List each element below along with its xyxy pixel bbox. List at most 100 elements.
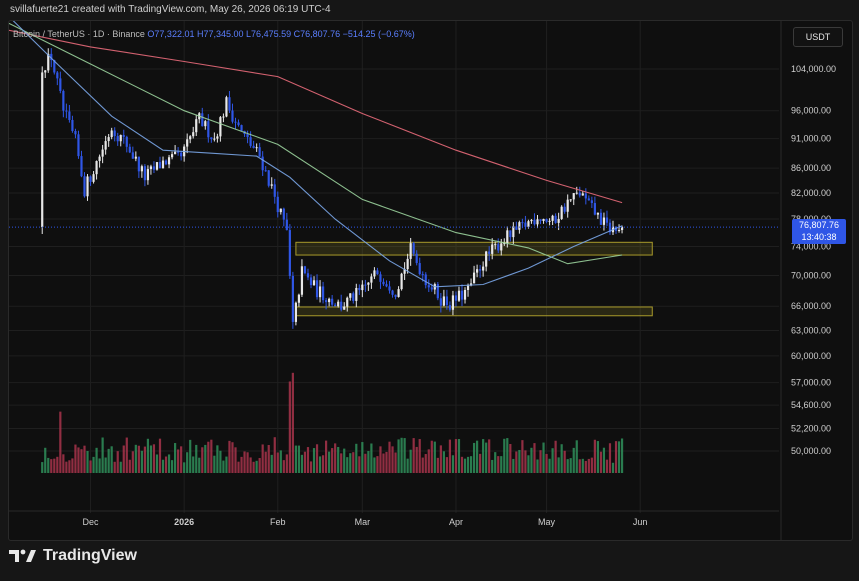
candle-body bbox=[240, 125, 243, 131]
volume-bar bbox=[255, 460, 258, 473]
candle-body bbox=[164, 160, 168, 165]
candle-body bbox=[472, 272, 476, 284]
volume-bar bbox=[421, 457, 424, 473]
chart-panel[interactable]: 104,000.00 96,000.00 91,000.00 86,000.00 82,… bbox=[8, 20, 853, 541]
candle-body bbox=[533, 219, 536, 225]
last-price-tag: 76,807.76 13:40:38 bbox=[792, 219, 846, 244]
volume-bar bbox=[542, 442, 545, 473]
candle-body bbox=[288, 230, 291, 276]
candle-body bbox=[451, 295, 455, 310]
volume-bar bbox=[373, 457, 376, 473]
candle-body bbox=[122, 135, 125, 137]
candle-body bbox=[104, 141, 107, 150]
volume-bar bbox=[346, 457, 349, 473]
volume-bar bbox=[170, 460, 174, 473]
candle-body bbox=[491, 244, 494, 254]
candle-body bbox=[479, 269, 482, 271]
volume-bar bbox=[192, 456, 195, 473]
candle-body bbox=[466, 285, 470, 291]
candle-body bbox=[149, 166, 153, 170]
candle-body bbox=[219, 117, 222, 137]
candle-body bbox=[352, 293, 355, 301]
candle-body bbox=[527, 221, 530, 227]
candle-body bbox=[557, 218, 560, 223]
candle-body bbox=[418, 263, 421, 275]
volume-bar bbox=[575, 440, 578, 473]
candle-body bbox=[427, 285, 430, 288]
volume-bar bbox=[476, 440, 479, 473]
volume-bar bbox=[300, 454, 304, 473]
candle-body bbox=[400, 273, 403, 290]
volume-bar bbox=[234, 447, 237, 473]
candle-body bbox=[581, 193, 584, 196]
candle-body bbox=[231, 110, 234, 122]
volume-bar bbox=[143, 446, 146, 473]
candle-body bbox=[155, 162, 159, 170]
candle-body bbox=[315, 280, 319, 298]
moving-average-line bbox=[9, 29, 623, 204]
candle-body bbox=[309, 277, 313, 286]
volume-bar bbox=[252, 461, 255, 473]
volume-bar bbox=[331, 448, 334, 473]
candle-body bbox=[439, 298, 442, 306]
currency-button[interactable]: USDT bbox=[793, 27, 843, 47]
volume-bar bbox=[201, 447, 204, 473]
candle-body bbox=[53, 60, 56, 73]
volume-bar bbox=[216, 445, 219, 473]
candle-body bbox=[563, 206, 566, 212]
volume-bar bbox=[403, 438, 406, 473]
candle-body bbox=[376, 270, 379, 275]
candle-body bbox=[454, 295, 458, 301]
y-tick-label: 54,600.00 bbox=[791, 400, 831, 410]
volume-bar bbox=[466, 456, 470, 473]
candle-body bbox=[89, 176, 92, 182]
volume-bar bbox=[358, 456, 361, 473]
tradingview-brand[interactable]: TradingView bbox=[9, 547, 137, 565]
volume-bar bbox=[158, 438, 162, 473]
candle-body bbox=[306, 273, 310, 278]
volume-bar bbox=[364, 453, 367, 473]
candle-body bbox=[225, 97, 228, 117]
x-tick-label: Feb bbox=[270, 517, 286, 527]
candle-body bbox=[249, 137, 252, 146]
volume-bar bbox=[264, 451, 267, 473]
price-chart[interactable]: 104,000.00 96,000.00 91,000.00 86,000.00 82,… bbox=[9, 21, 852, 540]
volume-bar bbox=[122, 445, 125, 473]
volume-bar bbox=[463, 458, 467, 473]
volume-bar bbox=[340, 453, 343, 473]
candle-body bbox=[469, 283, 473, 286]
candle-body bbox=[328, 298, 331, 303]
volume-bar bbox=[367, 451, 370, 473]
candle-body bbox=[373, 270, 376, 277]
y-tick-label: 82,000.00 bbox=[791, 188, 831, 198]
candle-body bbox=[521, 222, 524, 224]
volume-bar bbox=[596, 441, 599, 473]
candle-body bbox=[264, 170, 267, 172]
volume-bar bbox=[113, 461, 116, 473]
volume-bar bbox=[584, 460, 587, 473]
volume-bar bbox=[294, 445, 297, 473]
volume-bar bbox=[246, 452, 249, 473]
volume-bar bbox=[128, 459, 131, 473]
volume-bar bbox=[131, 451, 134, 473]
volume-bar bbox=[315, 444, 319, 473]
candle-body bbox=[216, 136, 219, 139]
candle-body bbox=[113, 130, 116, 137]
candle-body bbox=[297, 294, 301, 303]
volume-bar bbox=[551, 448, 554, 473]
candle-body bbox=[258, 147, 261, 157]
volume-bar bbox=[436, 457, 439, 473]
candle-body bbox=[158, 162, 162, 169]
volume-bar bbox=[451, 455, 455, 473]
candle-body bbox=[152, 166, 156, 170]
volume-bar bbox=[62, 454, 65, 473]
volume-bar bbox=[71, 458, 74, 473]
volume-bar bbox=[243, 451, 246, 473]
candle-body bbox=[276, 196, 279, 213]
volume-bar bbox=[418, 439, 421, 473]
candle-body bbox=[367, 282, 370, 285]
x-tick-label: Mar bbox=[355, 517, 371, 527]
y-tick-label: 57,000.00 bbox=[791, 378, 831, 388]
volume-bar bbox=[219, 450, 222, 473]
volume-bar bbox=[494, 452, 497, 473]
